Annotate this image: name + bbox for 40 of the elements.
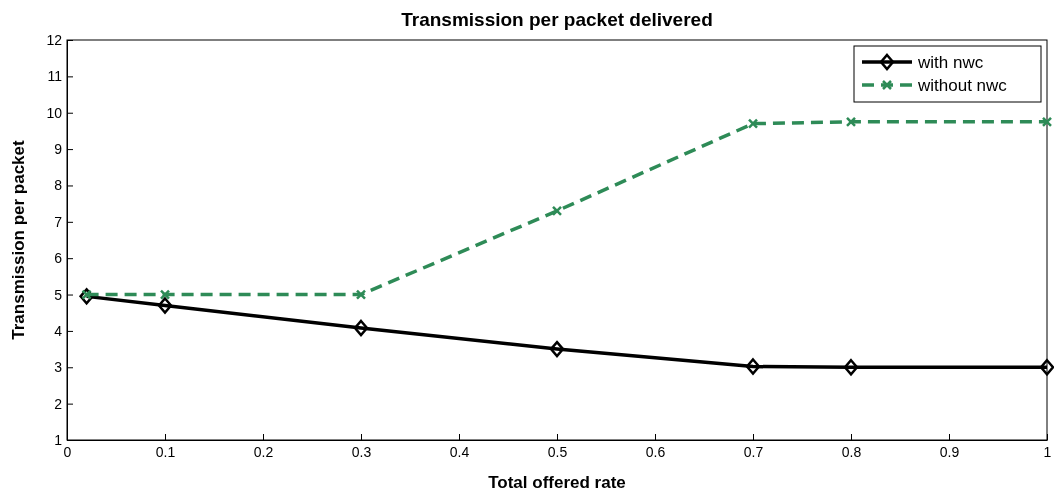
y-tick-label: 2: [54, 395, 63, 412]
y-tick-label: 9: [54, 141, 63, 158]
legend-label: with nwc: [917, 53, 984, 72]
point: [159, 289, 171, 300]
x-tick-label: 0.5: [547, 444, 568, 460]
point: [745, 358, 761, 375]
y-axis-title: Transmission per packet: [9, 139, 28, 340]
x-tick-label: 0.8: [841, 444, 862, 460]
point: [157, 297, 173, 314]
y-tick-label: 10: [46, 104, 63, 121]
point: [843, 359, 859, 376]
point: [549, 340, 565, 358]
x-axis-title: Total offered rate: [488, 473, 626, 492]
point: [355, 289, 367, 300]
y-tick-label: 6: [54, 250, 63, 267]
point: [747, 118, 759, 129]
x-tick-label: 0.3: [351, 444, 372, 460]
y-tick-label: 5: [54, 286, 63, 303]
y-tick-label: 3: [54, 359, 63, 376]
chart-title: Transmission per packet delivered: [401, 9, 713, 30]
x-tick-label: 0.9: [939, 444, 960, 460]
y-tick-label: 1: [54, 431, 63, 448]
y-tick-label: 4: [54, 322, 63, 339]
x-tick-label: 0: [63, 444, 72, 460]
point: [845, 116, 857, 128]
x-tick-label: 0.4: [449, 444, 470, 460]
x-tick-label: 0.7: [743, 444, 764, 460]
x-tick-label: 1: [1043, 444, 1052, 460]
y-tick-label: 7: [54, 213, 63, 230]
point: [1039, 359, 1054, 376]
point: [1041, 116, 1053, 128]
point: [551, 205, 563, 217]
x-tick-label: 0.6: [645, 444, 666, 460]
y-tick-label: 8: [54, 177, 63, 194]
y-tick-label: 11: [47, 68, 63, 85]
legend-label: without nwc: [917, 76, 1008, 95]
x-tick-label: 0.1: [155, 444, 176, 460]
point: [353, 319, 369, 337]
y-tick-label: 12: [46, 31, 63, 48]
x-tick-label: 0.2: [253, 444, 274, 460]
